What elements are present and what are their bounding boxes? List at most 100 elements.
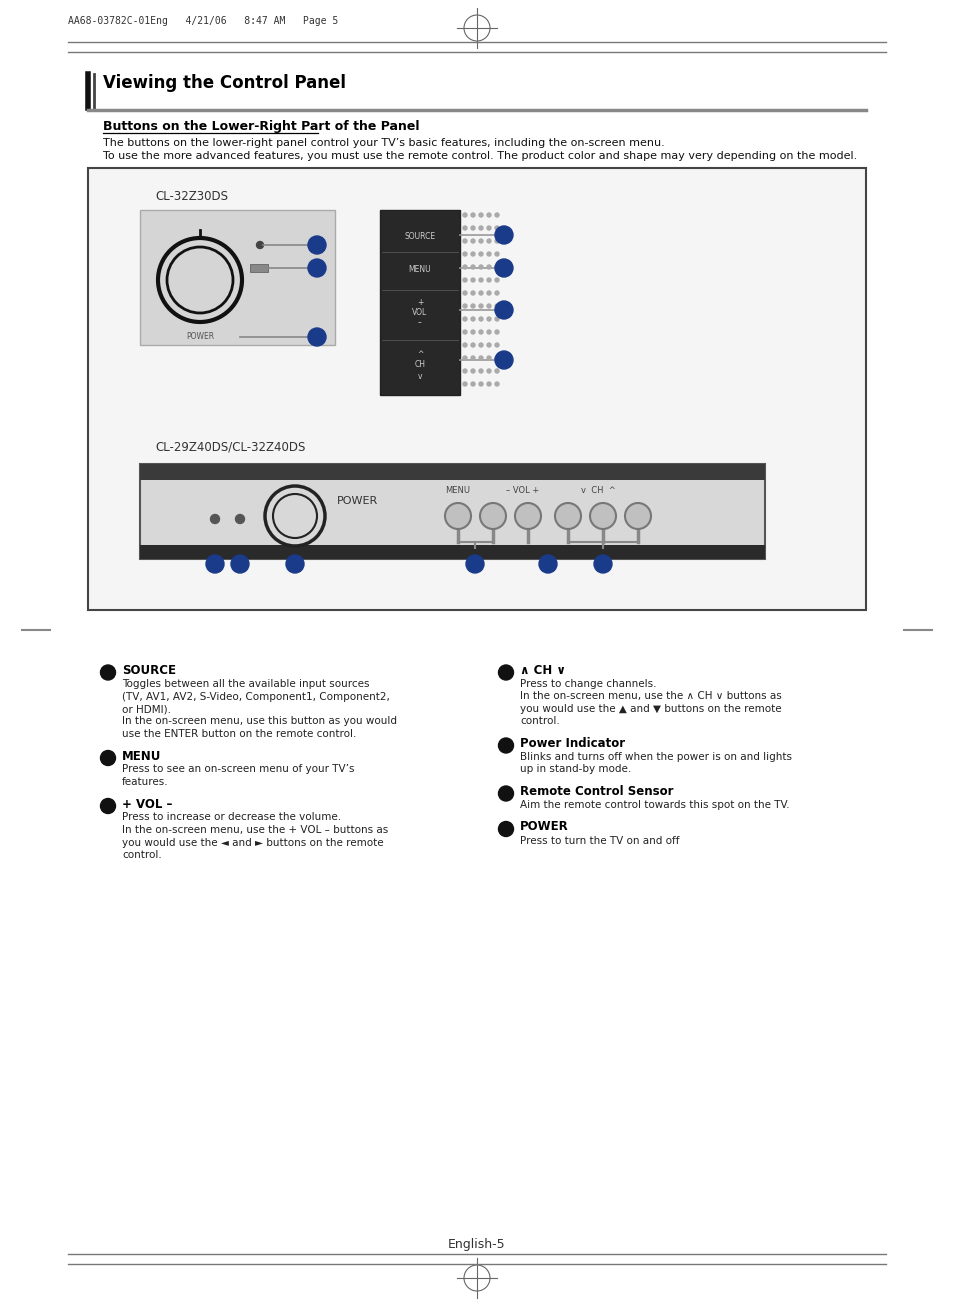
Text: 6: 6 <box>212 559 218 569</box>
Text: POWER: POWER <box>336 496 377 505</box>
Circle shape <box>495 252 498 256</box>
Circle shape <box>624 503 650 529</box>
Text: Blinks and turns off when the power is on and lights: Blinks and turns off when the power is o… <box>519 752 791 761</box>
Text: you would use the ▲ and ▼ buttons on the remote: you would use the ▲ and ▼ buttons on the… <box>519 704 781 714</box>
Circle shape <box>478 226 482 230</box>
Circle shape <box>471 226 475 230</box>
Circle shape <box>495 330 498 334</box>
Text: To use the more advanced features, you must use the remote control. The product : To use the more advanced features, you m… <box>103 151 857 161</box>
Text: +: + <box>416 298 423 307</box>
Text: 4: 4 <box>599 559 606 569</box>
Circle shape <box>471 330 475 334</box>
FancyBboxPatch shape <box>379 210 459 394</box>
Circle shape <box>308 236 326 253</box>
Text: features.: features. <box>122 777 169 788</box>
Circle shape <box>235 515 244 524</box>
Circle shape <box>495 226 513 244</box>
Circle shape <box>594 555 612 573</box>
Circle shape <box>486 370 491 374</box>
Circle shape <box>486 226 491 230</box>
Text: In the on-screen menu, use the + VOL – buttons as: In the on-screen menu, use the + VOL – b… <box>122 825 388 835</box>
Circle shape <box>478 252 482 256</box>
Circle shape <box>100 665 115 680</box>
FancyBboxPatch shape <box>140 545 764 559</box>
Circle shape <box>495 381 498 387</box>
Text: MENU: MENU <box>122 750 161 763</box>
Circle shape <box>479 503 505 529</box>
Circle shape <box>462 226 467 230</box>
Circle shape <box>589 503 616 529</box>
Text: Toggles between all the available input sources: Toggles between all the available input … <box>122 679 369 690</box>
Circle shape <box>471 265 475 269</box>
Text: Viewing the Control Panel: Viewing the Control Panel <box>103 74 346 91</box>
Circle shape <box>555 503 580 529</box>
Circle shape <box>495 278 498 282</box>
Circle shape <box>495 300 513 319</box>
Text: English-5: English-5 <box>448 1238 505 1251</box>
Circle shape <box>515 503 540 529</box>
Text: 3: 3 <box>104 801 112 811</box>
Text: use the ENTER button on the remote control.: use the ENTER button on the remote contr… <box>122 729 356 739</box>
Circle shape <box>478 239 482 243</box>
Text: CL-32Z30DS: CL-32Z30DS <box>154 189 228 202</box>
Circle shape <box>478 278 482 282</box>
Circle shape <box>478 343 482 347</box>
FancyBboxPatch shape <box>140 464 764 481</box>
Text: SOURCE: SOURCE <box>122 663 175 677</box>
Text: v: v <box>417 372 422 381</box>
Text: 6: 6 <box>314 263 320 273</box>
Circle shape <box>486 265 491 269</box>
Circle shape <box>498 821 513 837</box>
Circle shape <box>495 370 498 374</box>
Circle shape <box>486 381 491 387</box>
Text: Press to increase or decrease the volume.: Press to increase or decrease the volume… <box>122 812 341 823</box>
Circle shape <box>471 304 475 308</box>
Text: up in stand-by mode.: up in stand-by mode. <box>519 764 631 774</box>
FancyBboxPatch shape <box>140 464 764 559</box>
Text: 4: 4 <box>502 667 509 678</box>
Circle shape <box>495 226 498 230</box>
Circle shape <box>462 265 467 269</box>
Circle shape <box>486 357 491 360</box>
Circle shape <box>286 555 304 573</box>
Circle shape <box>495 291 498 295</box>
Text: In the on-screen menu, use this button as you would: In the on-screen menu, use this button a… <box>122 717 396 726</box>
Text: POWER: POWER <box>519 820 568 833</box>
Circle shape <box>308 328 326 346</box>
Circle shape <box>486 213 491 217</box>
Text: CL-29Z40DS/CL-32Z40DS: CL-29Z40DS/CL-32Z40DS <box>154 440 305 453</box>
Circle shape <box>462 317 467 321</box>
Text: VOL: VOL <box>412 308 427 317</box>
Circle shape <box>471 381 475 387</box>
Circle shape <box>495 351 513 370</box>
Circle shape <box>462 252 467 256</box>
Text: you would use the ◄ and ► buttons on the remote: you would use the ◄ and ► buttons on the… <box>122 837 383 848</box>
Circle shape <box>478 304 482 308</box>
Text: Remote Control Sensor: Remote Control Sensor <box>519 785 673 798</box>
Text: Power Indicator: Power Indicator <box>519 737 624 750</box>
Circle shape <box>498 786 513 801</box>
Circle shape <box>478 381 482 387</box>
Circle shape <box>462 291 467 295</box>
Text: 4: 4 <box>500 355 507 364</box>
Circle shape <box>471 317 475 321</box>
Circle shape <box>100 751 115 765</box>
Text: Press to turn the TV on and off: Press to turn the TV on and off <box>519 836 679 845</box>
Text: SOURCE: SOURCE <box>404 232 436 242</box>
Circle shape <box>206 555 224 573</box>
Text: CH: CH <box>414 360 425 370</box>
Circle shape <box>256 242 263 248</box>
Circle shape <box>471 370 475 374</box>
Circle shape <box>478 357 482 360</box>
Text: MENU: MENU <box>445 486 470 495</box>
Text: control.: control. <box>519 717 559 726</box>
FancyBboxPatch shape <box>140 210 335 345</box>
Circle shape <box>495 317 498 321</box>
Text: 3: 3 <box>544 559 551 569</box>
Text: – VOL +: – VOL + <box>506 486 539 495</box>
Circle shape <box>486 291 491 295</box>
Text: 6: 6 <box>502 789 509 798</box>
Circle shape <box>471 213 475 217</box>
Text: + VOL –: + VOL – <box>122 798 172 811</box>
Text: Press to see an on-screen menu of your TV’s: Press to see an on-screen menu of your T… <box>122 764 355 774</box>
